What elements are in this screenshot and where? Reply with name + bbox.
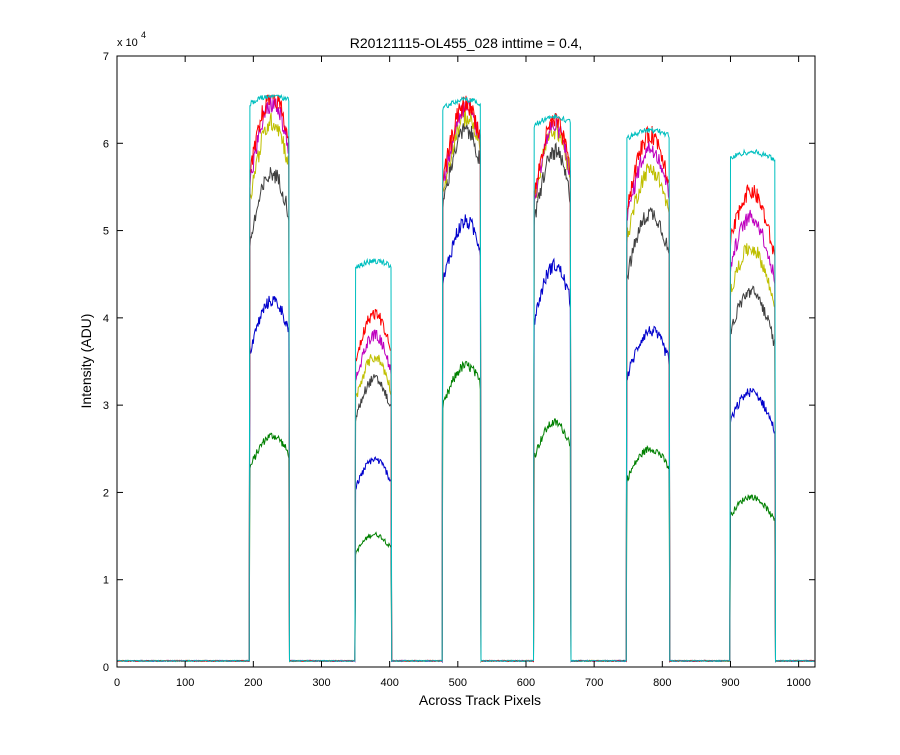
y-axis: 0 1 2 3 4 5 6 7 (103, 51, 815, 674)
x-tick-label: 600 (517, 677, 535, 689)
chart-title: R20121115-OL455_028 inttime = 0.4, (350, 35, 583, 51)
x-axis-label: Across Track Pixels (419, 692, 541, 708)
x-tick-label: 100 (176, 677, 194, 689)
x-axis: 0 100 200 300 400 500 600 700 800 900 1000 (114, 56, 811, 689)
series-layer (116, 93, 815, 664)
x-tick-label: 1000 (786, 677, 810, 689)
y-tick-label: 7 (103, 51, 109, 63)
series-line (117, 93, 815, 663)
plot-frame (116, 55, 816, 668)
x-tick-label: 500 (449, 677, 467, 689)
x-tick-label: 400 (380, 677, 398, 689)
y-tick-label: 4 (103, 313, 109, 325)
y-tick-label: 3 (103, 400, 109, 412)
y-exponent-label: x 10 (117, 37, 138, 49)
x-tick-label: 900 (721, 677, 739, 689)
x-tick-label: 700 (585, 677, 603, 689)
x-tick-label: 300 (312, 677, 330, 689)
y-tick-label: 2 (103, 487, 109, 499)
x-tick-label: 200 (244, 677, 262, 689)
y-exponent-power: 4 (141, 30, 146, 40)
y-tick-label: 0 (103, 662, 109, 674)
x-tick-label: 800 (653, 677, 671, 689)
y-tick-label: 5 (103, 226, 109, 238)
y-tick-label: 1 (103, 575, 109, 587)
y-tick-label: 6 (103, 138, 109, 150)
x-tick-label: 0 (114, 677, 120, 689)
y-axis-label: Intensity (ADU) (78, 314, 94, 409)
